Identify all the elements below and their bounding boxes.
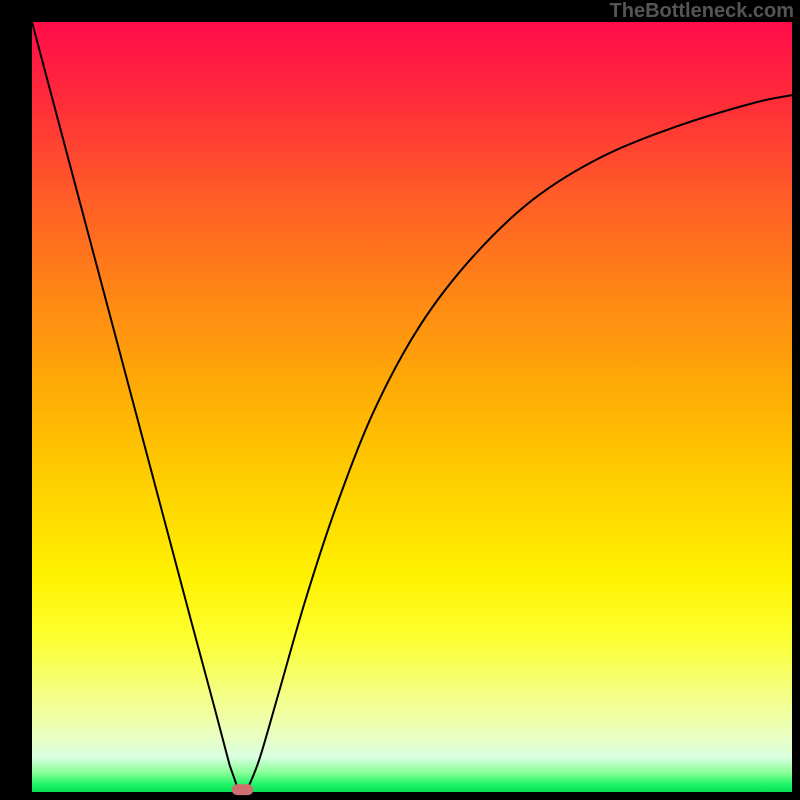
- watermark-text: TheBottleneck.com: [610, 0, 794, 23]
- chart-container: TheBottleneck.com: [0, 0, 800, 800]
- plot-background: [32, 22, 792, 792]
- chart-svg: [0, 0, 800, 800]
- valley-marker: [232, 784, 253, 795]
